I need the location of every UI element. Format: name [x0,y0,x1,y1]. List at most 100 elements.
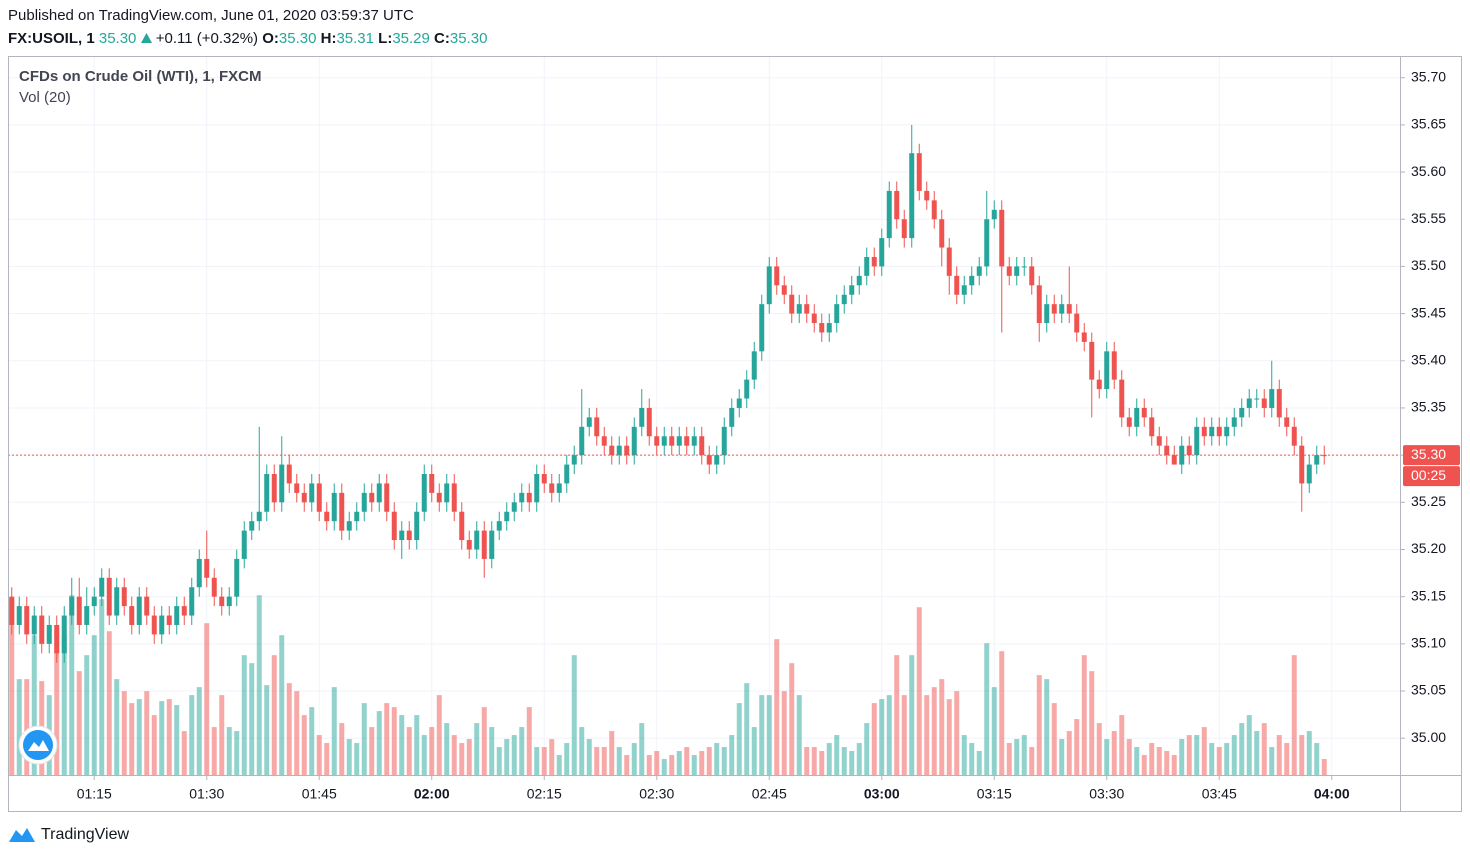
volume-bar [1149,743,1155,775]
volume-bar [789,663,795,775]
x-tick-label: 03:30 [1089,786,1124,802]
candle-body [1021,266,1027,268]
volume-bar [1126,739,1132,775]
volume-bar [301,715,307,775]
candle-body [1239,407,1245,418]
candle-body [1209,426,1215,437]
candle-body [256,511,262,522]
candle-body [76,596,82,625]
candle-body [106,577,112,616]
candle-body [211,577,217,597]
candle-body [166,615,172,625]
volume-bar [1111,731,1117,775]
y-tick-label: 35.60 [1411,163,1446,179]
y-tick-label: 35.10 [1411,635,1446,651]
volume-bar [646,755,652,775]
candle-body [1171,455,1177,465]
y-tick-label: 35.40 [1411,351,1446,367]
volume-bar [241,655,247,775]
candle-body [451,483,457,512]
candle-body [481,530,487,559]
volume-bar [1246,715,1252,775]
volume-bar [196,687,202,775]
candle-body [346,521,352,531]
volume-bar [759,695,765,775]
volume-bar [579,727,585,775]
volume-bar [84,655,90,775]
candle-body [339,492,345,531]
volume-bar [1029,747,1035,775]
volume-bar [1014,739,1020,775]
volume-bar [1179,739,1185,775]
volume-bar [766,695,772,775]
y-tick-label: 35.35 [1411,399,1446,415]
y-tick-label: 35.45 [1411,304,1446,320]
volume-bar [714,743,720,775]
change: +0.11 (+0.32%) [155,30,259,47]
candle-body [406,530,412,541]
volume-bar [474,723,480,775]
volume-bar [856,743,862,775]
volume-bar [1261,723,1267,775]
volume-bar [849,751,855,775]
volume-bar [661,759,667,775]
volume-bar [16,679,22,775]
candle-body [69,596,75,616]
candle-body [61,615,67,654]
candle-body [226,596,232,607]
ohlc-value: 35.30 [449,30,488,47]
volume-bar [519,727,525,775]
volume-bar [631,743,637,775]
footer-brand: TradingView [41,826,129,843]
volume-bar [556,755,562,775]
x-tick-label: 01:30 [189,786,224,802]
volume-bar [699,751,705,775]
volume-bar [901,695,907,775]
candle-body [459,511,465,541]
x-tick-label: 04:00 [1314,786,1350,802]
volume-bar [316,735,322,775]
candle-body [1291,426,1297,446]
candle-body [586,417,592,427]
candle-body [1284,417,1290,427]
frame [8,56,1462,812]
ohlc-label: L: [378,30,393,47]
candle-body [946,247,952,276]
y-tick-label: 35.30 [1411,446,1446,462]
volume-bar [669,755,675,775]
candle-body [766,266,772,305]
candle-body [1059,304,1065,314]
x-tick-label: 02:30 [639,786,674,802]
candle-body [556,483,562,493]
volume-bar [526,707,532,775]
volume-bar [1231,735,1237,775]
volume-bar [1224,743,1230,775]
candle-body [1269,389,1275,408]
candle-body [1074,313,1080,333]
volume-bar [174,705,180,775]
x-tick-label: 02:15 [527,786,562,802]
volume-bar [406,727,412,775]
candle-body [294,483,300,493]
published-line: Published on TradingView.com, June 01, 2… [8,7,414,24]
volume-bar [586,739,592,775]
candle-body [204,558,210,578]
candle-body [856,275,862,286]
candle-body [669,436,675,446]
candle-body [354,511,360,522]
candle-body [466,540,472,550]
volume-bar [541,747,547,775]
x-tick-label: 03:00 [864,786,900,802]
candle-body [249,521,255,531]
volume-bar [421,735,427,775]
volume-bar [106,631,112,775]
volume-bar [114,679,120,775]
candle-body [376,483,382,503]
ohlc-label: C: [434,30,450,47]
candle-body [969,275,975,286]
candle-body [939,219,945,248]
volume-bar [916,607,922,775]
candle-body [871,256,877,267]
candle-body [1186,445,1192,456]
volume-bar [924,695,930,775]
